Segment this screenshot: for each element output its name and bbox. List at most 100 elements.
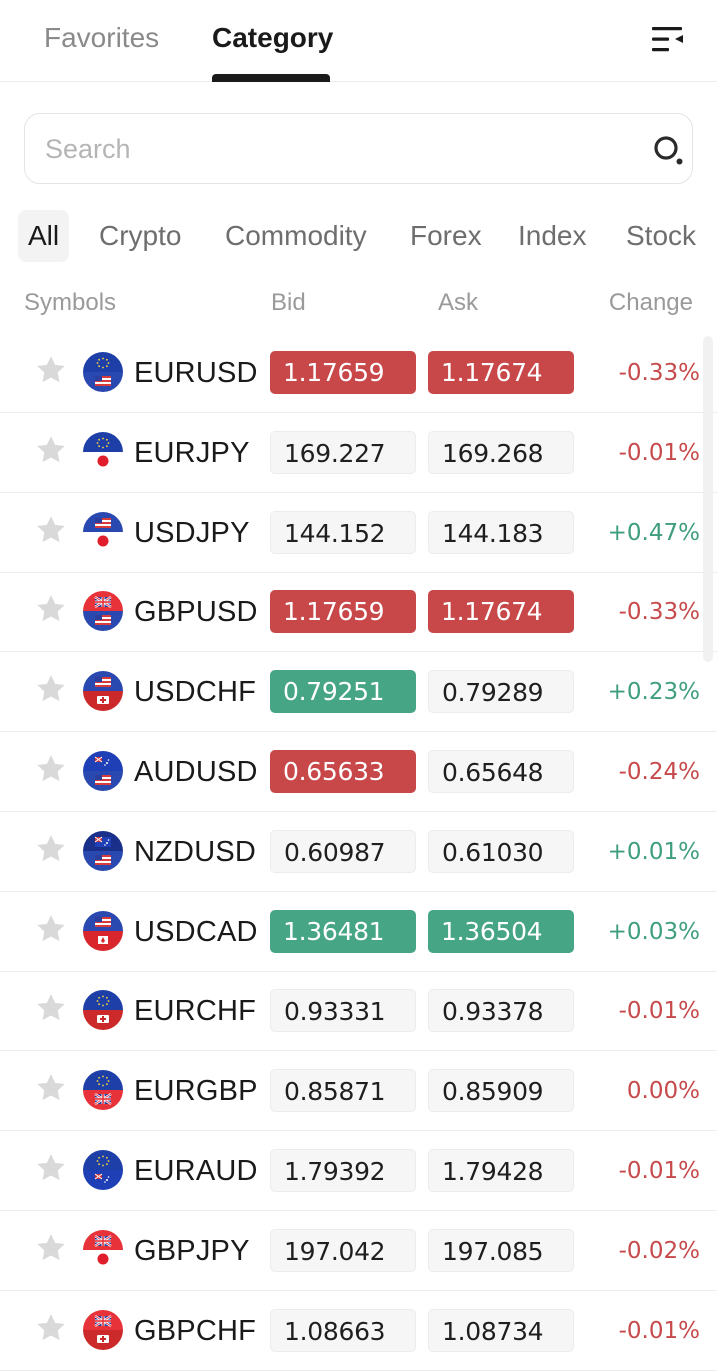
search-box bbox=[24, 113, 693, 184]
currency-pair-flag-icon bbox=[83, 830, 123, 871]
filter-forex[interactable]: Forex bbox=[410, 220, 482, 251]
table-row[interactable]: EURAUD 1.79392 1.79428 -0.01% bbox=[0, 1131, 717, 1211]
table-row[interactable]: EURGBP 0.85871 0.85909 0.00% bbox=[0, 1051, 717, 1132]
favorite-star-icon[interactable] bbox=[34, 1231, 68, 1265]
ask-price[interactable]: 1.36504 bbox=[428, 909, 574, 953]
bid-price[interactable]: 197.042 bbox=[270, 1228, 416, 1272]
bid-price[interactable]: 1.36481 bbox=[270, 909, 416, 953]
scrollbar[interactable] bbox=[703, 336, 713, 662]
bid-price[interactable]: 1.17659 bbox=[270, 351, 416, 394]
bid-price[interactable]: 0.60987 bbox=[270, 829, 416, 873]
currency-pair-flag-icon bbox=[83, 751, 123, 791]
table-row[interactable]: GBPCHF 1.08663 1.08734 -0.01% bbox=[0, 1291, 717, 1371]
filter-all[interactable]: All bbox=[18, 210, 70, 262]
column-header-ask[interactable]: Ask bbox=[438, 289, 479, 316]
table-row[interactable]: USDCHF 0.79251 0.79289 +0.23% bbox=[0, 652, 717, 733]
change-percent: +0.47% bbox=[607, 519, 700, 546]
ask-price[interactable]: 1.79428 bbox=[428, 1149, 574, 1192]
table-header: Symbols Bid Ask Change bbox=[0, 285, 717, 321]
category-filter-bar: All Crypto Commodity Forex Index Stock bbox=[0, 210, 717, 262]
ask-price[interactable]: 169.268 bbox=[428, 430, 574, 474]
symbol-name: USDCAD bbox=[134, 915, 258, 948]
currency-pair-flag-icon bbox=[83, 1150, 123, 1190]
symbol-name: EURCHF bbox=[134, 995, 257, 1028]
favorite-star-icon[interactable] bbox=[34, 1151, 68, 1185]
currency-pair-flag-icon bbox=[83, 671, 123, 712]
tab-category[interactable]: Category bbox=[212, 22, 334, 53]
symbol-name: EURJPY bbox=[134, 436, 250, 469]
ask-price[interactable]: 0.93378 bbox=[428, 989, 574, 1033]
bid-price[interactable]: 1.17659 bbox=[270, 590, 416, 634]
change-percent: 0.00% bbox=[626, 1078, 700, 1105]
favorite-star-icon[interactable] bbox=[34, 1071, 68, 1105]
filter-stock[interactable]: Stock bbox=[626, 220, 697, 251]
favorite-star-icon[interactable] bbox=[34, 832, 68, 866]
column-header-change[interactable]: Change bbox=[608, 289, 693, 316]
table-row[interactable]: NZDUSD 0.60987 0.61030 +0.01% bbox=[0, 812, 717, 892]
favorite-star-icon[interactable] bbox=[34, 353, 68, 387]
bid-price[interactable]: 0.79251 bbox=[270, 670, 416, 714]
favorite-star-icon[interactable] bbox=[34, 991, 68, 1025]
change-percent: -0.01% bbox=[618, 1317, 700, 1344]
favorite-star-icon[interactable] bbox=[34, 752, 68, 786]
change-percent: -0.24% bbox=[618, 759, 700, 785]
tab-favorites[interactable]: Favorites bbox=[44, 22, 160, 53]
column-header-symbols[interactable]: Symbols bbox=[24, 289, 117, 316]
symbol-name: GBPCHF bbox=[134, 1314, 257, 1347]
currency-pair-flag-icon bbox=[83, 1309, 123, 1350]
favorite-star-icon[interactable] bbox=[34, 1311, 68, 1345]
bid-price[interactable]: 0.93331 bbox=[270, 989, 416, 1033]
top-tab-bar: Favorites Category bbox=[0, 0, 717, 82]
table-row[interactable]: EURCHF 0.93331 0.93378 -0.01% bbox=[0, 971, 717, 1052]
collapse-menu-icon[interactable] bbox=[648, 22, 688, 56]
search-icon[interactable] bbox=[651, 133, 687, 169]
bid-price[interactable]: 1.79392 bbox=[270, 1149, 416, 1192]
ask-price[interactable]: 197.085 bbox=[428, 1228, 574, 1272]
favorite-star-icon[interactable] bbox=[34, 672, 68, 706]
table-row[interactable]: EURUSD 1.17659 1.17674 -0.33% bbox=[0, 333, 717, 413]
symbol-name: GBPJPY bbox=[134, 1234, 250, 1267]
currency-pair-flag-icon bbox=[83, 910, 123, 951]
ask-price[interactable]: 1.08734 bbox=[428, 1308, 574, 1352]
change-percent: -0.01% bbox=[618, 439, 700, 466]
change-percent: -0.01% bbox=[618, 1158, 700, 1184]
currency-pair-flag-icon bbox=[83, 591, 123, 632]
change-percent: +0.23% bbox=[607, 679, 700, 706]
symbol-name: EURAUD bbox=[134, 1155, 258, 1187]
favorite-star-icon[interactable] bbox=[34, 433, 68, 467]
ask-price[interactable]: 0.61030 bbox=[428, 829, 574, 873]
table-row[interactable]: AUDUSD 0.65633 0.65648 -0.24% bbox=[0, 732, 717, 812]
currency-pair-flag-icon bbox=[83, 1070, 123, 1111]
bid-price[interactable]: 0.85871 bbox=[270, 1069, 416, 1113]
table-row[interactable]: GBPUSD 1.17659 1.17674 -0.33% bbox=[0, 572, 717, 653]
change-percent: -0.33% bbox=[618, 599, 700, 626]
table-row[interactable]: EURJPY 169.227 169.268 -0.01% bbox=[0, 413, 717, 493]
favorite-star-icon[interactable] bbox=[34, 592, 68, 626]
symbol-name: EURUSD bbox=[134, 357, 258, 389]
filter-index[interactable]: Index bbox=[518, 220, 587, 251]
change-percent: +0.01% bbox=[607, 838, 700, 865]
bid-price[interactable]: 169.227 bbox=[270, 430, 416, 474]
bid-price[interactable]: 1.08663 bbox=[270, 1308, 416, 1352]
column-header-bid[interactable]: Bid bbox=[271, 289, 306, 316]
search-input[interactable] bbox=[45, 128, 605, 170]
currency-pair-flag-icon bbox=[83, 352, 123, 392]
ask-price[interactable]: 1.17674 bbox=[428, 351, 574, 394]
ask-price[interactable]: 1.17674 bbox=[428, 590, 574, 634]
table-row[interactable]: GBPJPY 197.042 197.085 -0.02% bbox=[0, 1211, 717, 1291]
favorite-star-icon[interactable] bbox=[34, 513, 68, 547]
ask-price[interactable]: 0.65648 bbox=[428, 750, 574, 793]
symbol-name: USDCHF bbox=[134, 676, 257, 709]
bid-price[interactable]: 0.65633 bbox=[270, 750, 416, 793]
table-row[interactable]: USDCAD 1.36481 1.36504 +0.03% bbox=[0, 892, 717, 972]
table-row[interactable]: USDJPY 144.152 144.183 +0.47% bbox=[0, 493, 717, 573]
ask-price[interactable]: 0.79289 bbox=[428, 670, 574, 714]
filter-crypto[interactable]: Crypto bbox=[99, 220, 182, 251]
change-percent: +0.03% bbox=[607, 918, 700, 945]
ask-price[interactable]: 0.85909 bbox=[428, 1069, 574, 1113]
change-percent: -0.01% bbox=[618, 998, 700, 1025]
bid-price[interactable]: 144.152 bbox=[270, 510, 416, 554]
filter-commodity[interactable]: Commodity bbox=[225, 220, 367, 251]
ask-price[interactable]: 144.183 bbox=[428, 510, 574, 554]
favorite-star-icon[interactable] bbox=[34, 912, 68, 946]
